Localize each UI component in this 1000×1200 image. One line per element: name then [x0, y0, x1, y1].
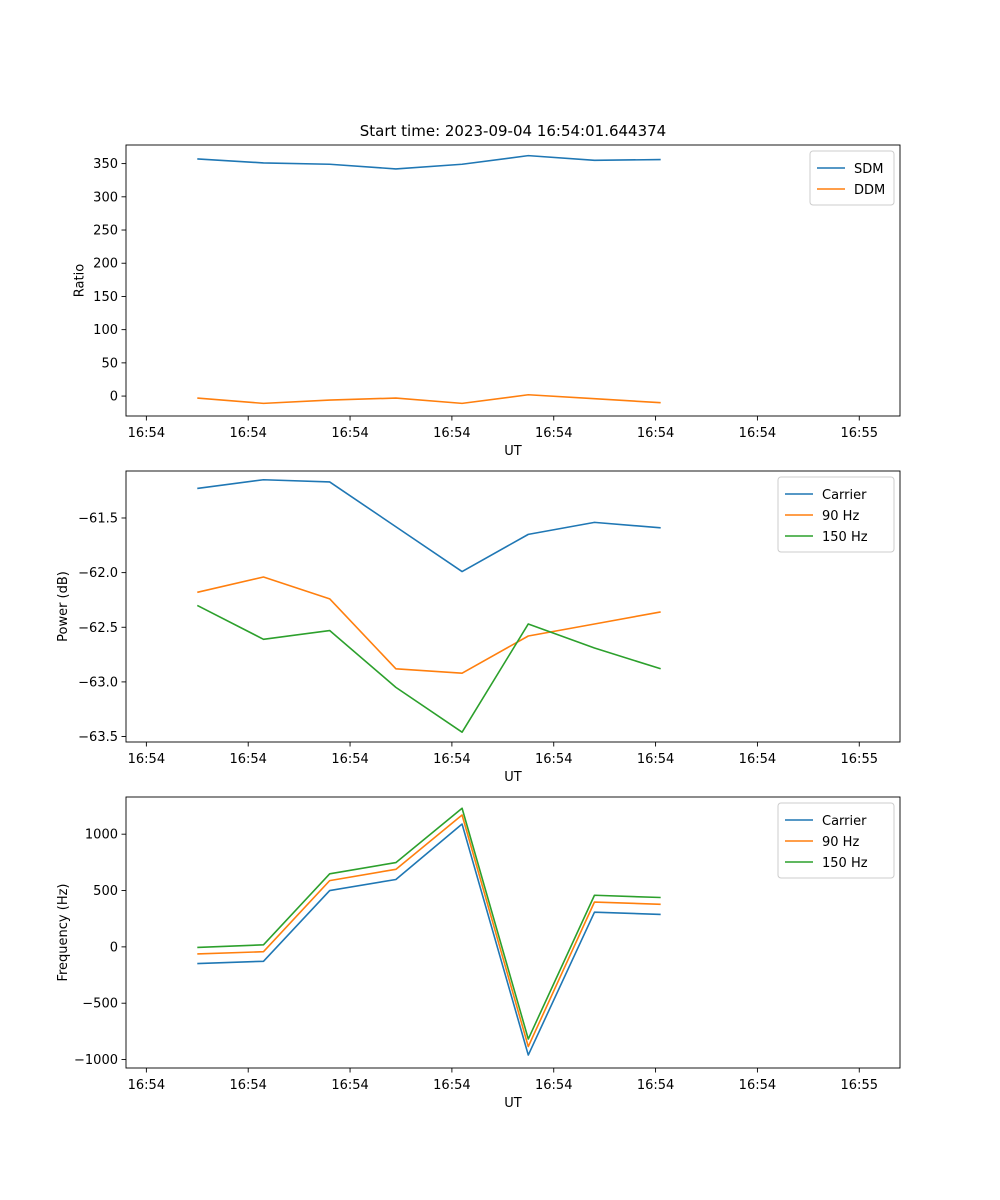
y-tick-label: −1000	[74, 1053, 118, 1068]
x-tick-label: 16:54	[433, 426, 470, 441]
x-tick-label: 16:54	[637, 426, 674, 441]
y-axis-label: Frequency (Hz)	[56, 883, 71, 981]
x-tick-label: 16:54	[739, 426, 776, 441]
legend: SDM DDM	[809, 150, 895, 206]
axes-frame	[125, 144, 901, 417]
x-tick-label: 16:54	[229, 1078, 266, 1093]
y-tick-label: −62.5	[78, 621, 118, 636]
y-axis-label: Power (dB)	[56, 571, 71, 642]
x-tick-label: 16:54	[128, 1078, 165, 1093]
legend-label: Carrier	[822, 814, 867, 829]
series-line-150-hz	[197, 807, 661, 1040]
x-tick-label: 16:55	[841, 752, 878, 767]
y-tick-label: 1000	[85, 828, 118, 843]
x-axis-label: UT	[504, 770, 522, 785]
series-line-carrier	[197, 478, 661, 573]
x-tick-label: 16:54	[739, 752, 776, 767]
x-tick-label: 16:54	[535, 752, 572, 767]
x-axis-label: UT	[504, 1096, 522, 1111]
legend-label: SDM	[854, 162, 883, 177]
y-tick-label: −63.0	[78, 675, 118, 690]
legend: Carrier 90 Hz 150 Hz	[777, 802, 895, 879]
plots: 16:54 16:54 16:54 16:54 16:54 16:54 16:54 16:55…	[56, 144, 901, 1111]
axes-frame	[125, 796, 901, 1069]
y-axis-label: Ratio	[72, 264, 87, 297]
x-tick-label: 16:54	[739, 1078, 776, 1093]
plot-frequency: 16:54 16:54 16:54 16:54 16:54 16:54 16:54 16:55…	[56, 796, 901, 1111]
y-tick-label: 250	[93, 224, 118, 239]
x-tick-label: 16:54	[331, 1078, 368, 1093]
series-line-sdm	[197, 154, 661, 170]
legend-box	[809, 150, 895, 206]
x-tick-label: 16:54	[128, 752, 165, 767]
x-tick-label: 16:54	[535, 426, 572, 441]
y-tick-label: −62.0	[78, 566, 118, 581]
series-line-90-hz	[197, 576, 661, 674]
legend-label: 150 Hz	[822, 530, 868, 545]
legend-box	[777, 476, 895, 553]
y-tick-label: 100	[93, 323, 118, 338]
x-axis-label: UT	[504, 444, 522, 459]
plot-power: 16:54 16:54 16:54 16:54 16:54 16:54 16:54 16:55…	[56, 470, 901, 785]
x-tick-label: 16:54	[331, 426, 368, 441]
legend: Carrier 90 Hz 150 Hz	[777, 476, 895, 553]
legend-label: 90 Hz	[822, 835, 859, 850]
y-tick-label: 50	[101, 356, 118, 371]
chart-title: Start time: 2023-09-04 16:54:01.644374	[360, 122, 666, 140]
x-tick-label: 16:54	[433, 752, 470, 767]
series-line-carrier	[197, 823, 661, 1056]
plot-ratio: 16:54 16:54 16:54 16:54 16:54 16:54 16:54 16:55…	[72, 144, 901, 459]
series-line-150-hz	[196, 604, 661, 733]
y-tick-label: 0	[110, 390, 118, 405]
x-tick-label: 16:54	[637, 1078, 674, 1093]
x-tick-label: 16:54	[229, 752, 266, 767]
y-tick-label: 350	[93, 157, 118, 172]
legend-label: DDM	[854, 183, 885, 198]
y-tick-label: 500	[93, 884, 118, 899]
legend-label: 90 Hz	[822, 509, 859, 524]
x-tick-label: 16:54	[229, 426, 266, 441]
x-tick-label: 16:55	[841, 1078, 878, 1093]
y-tick-label: 200	[93, 257, 118, 272]
y-tick-label: 300	[93, 190, 118, 205]
x-tick-label: 16:54	[331, 752, 368, 767]
x-tick-label: 16:54	[128, 426, 165, 441]
legend-label: 150 Hz	[822, 856, 868, 871]
x-tick-label: 16:55	[841, 426, 878, 441]
series-line-90-hz	[197, 814, 661, 1048]
legend-label: Carrier	[822, 488, 867, 503]
y-tick-label: −63.5	[78, 730, 118, 745]
y-tick-label: 0	[110, 940, 118, 955]
legend-box	[777, 802, 895, 879]
x-tick-label: 16:54	[433, 1078, 470, 1093]
x-tick-label: 16:54	[535, 1078, 572, 1093]
y-tick-label: −500	[82, 997, 118, 1012]
series-line-ddm	[197, 393, 661, 405]
axes-frame	[125, 470, 901, 743]
y-tick-label: 150	[93, 290, 118, 305]
y-tick-label: −61.5	[78, 511, 118, 526]
x-tick-label: 16:54	[637, 752, 674, 767]
